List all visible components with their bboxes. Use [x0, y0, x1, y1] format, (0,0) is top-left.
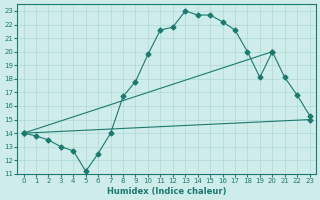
X-axis label: Humidex (Indice chaleur): Humidex (Indice chaleur): [107, 187, 226, 196]
